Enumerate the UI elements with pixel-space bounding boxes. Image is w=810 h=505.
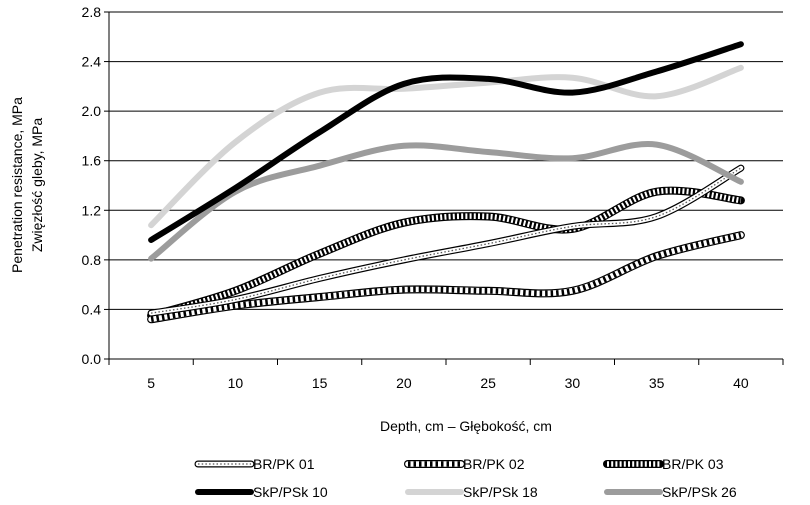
y-axis-title-secondary: Zwięzłość gleby, MPa [29,118,45,253]
x-tick-label: 10 [228,375,244,391]
y-tick-label: 0.8 [82,252,102,268]
tick-labels: 0.0 0.4 0.8 1.2 1.6 2.0 2.4 2.8 5 10 15 20 25 30 35 40 [82,4,749,391]
legend-item: BR/PK 01 [194,456,315,472]
x-tick-label: 40 [733,375,749,391]
series-br-pk-02 [147,231,745,324]
series-skp-psk-10 [148,41,744,243]
x-tick-label: 15 [312,375,328,391]
legend-item: SkP/PSk 26 [604,484,737,500]
series-line [148,41,744,243]
series-line [148,165,744,316]
legend-item: SkP/PSk 18 [405,484,538,500]
series-line [150,232,742,323]
y-tick-label: 2.0 [82,103,102,119]
legend-label: SkP/PSk 18 [463,484,538,500]
x-tick-label: 30 [565,375,581,391]
x-tick-label: 25 [480,375,496,391]
legend-label: BR/PK 01 [253,456,315,472]
y-tick-label: 1.2 [82,202,102,218]
series-line [148,141,744,262]
y-tick-label: 2.4 [82,54,102,70]
legend-label: SkP/PSk 10 [253,484,328,500]
series-skp-psk-26 [148,141,744,262]
y-tick-label: 1.6 [82,153,102,169]
series-br-pk-03 [147,186,745,320]
legend-label: BR/PK 02 [463,456,525,472]
legend: BR/PK 01 BR/PK 02 BR/PK 03 SkP/PSk 10 SkP/PS… [194,456,737,500]
legend-label: SkP/PSk 26 [662,484,737,500]
y-tick-label: 0.4 [82,301,102,317]
y-axis-title: Penetration resistance, MPa [9,97,25,273]
legend-label: BR/PK 03 [662,456,724,472]
axes [104,11,784,365]
x-tick-label: 5 [147,375,155,391]
series-line [148,64,744,229]
series-layer [147,41,745,324]
legend-item: SkP/PSk 10 [195,484,328,500]
legend-item: BR/PK 03 [603,456,724,472]
grid-lines [109,11,783,310]
x-tick-label: 20 [396,375,412,391]
y-tick-label: 2.8 [82,4,102,20]
series-br-pk-01 [147,164,745,317]
legend-item: BR/PK 02 [404,456,525,472]
x-axis-title: Depth, cm – Głębokość, cm [380,418,552,434]
series-skp-psk-18 [148,64,744,229]
series-line [150,187,742,319]
y-tick-label: 0.0 [82,351,102,367]
x-tick-label: 35 [649,375,665,391]
